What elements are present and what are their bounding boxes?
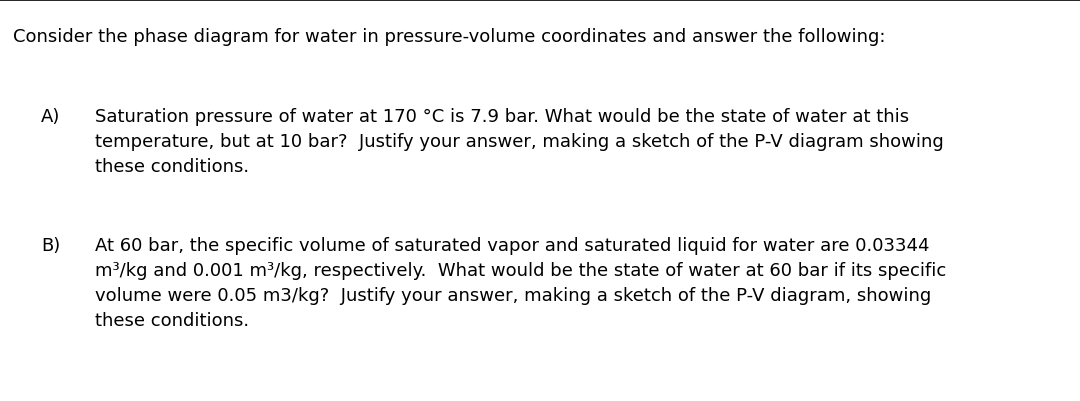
Text: At 60 bar, the specific volume of saturated vapor and saturated liquid for water: At 60 bar, the specific volume of satura… (95, 237, 946, 330)
Text: B): B) (41, 237, 60, 255)
Text: A): A) (41, 108, 60, 126)
Text: Consider the phase diagram for water in pressure-volume coordinates and answer t: Consider the phase diagram for water in … (13, 28, 886, 46)
Text: Saturation pressure of water at 170 °C is 7.9 bar. What would be the state of wa: Saturation pressure of water at 170 °C i… (95, 108, 944, 176)
